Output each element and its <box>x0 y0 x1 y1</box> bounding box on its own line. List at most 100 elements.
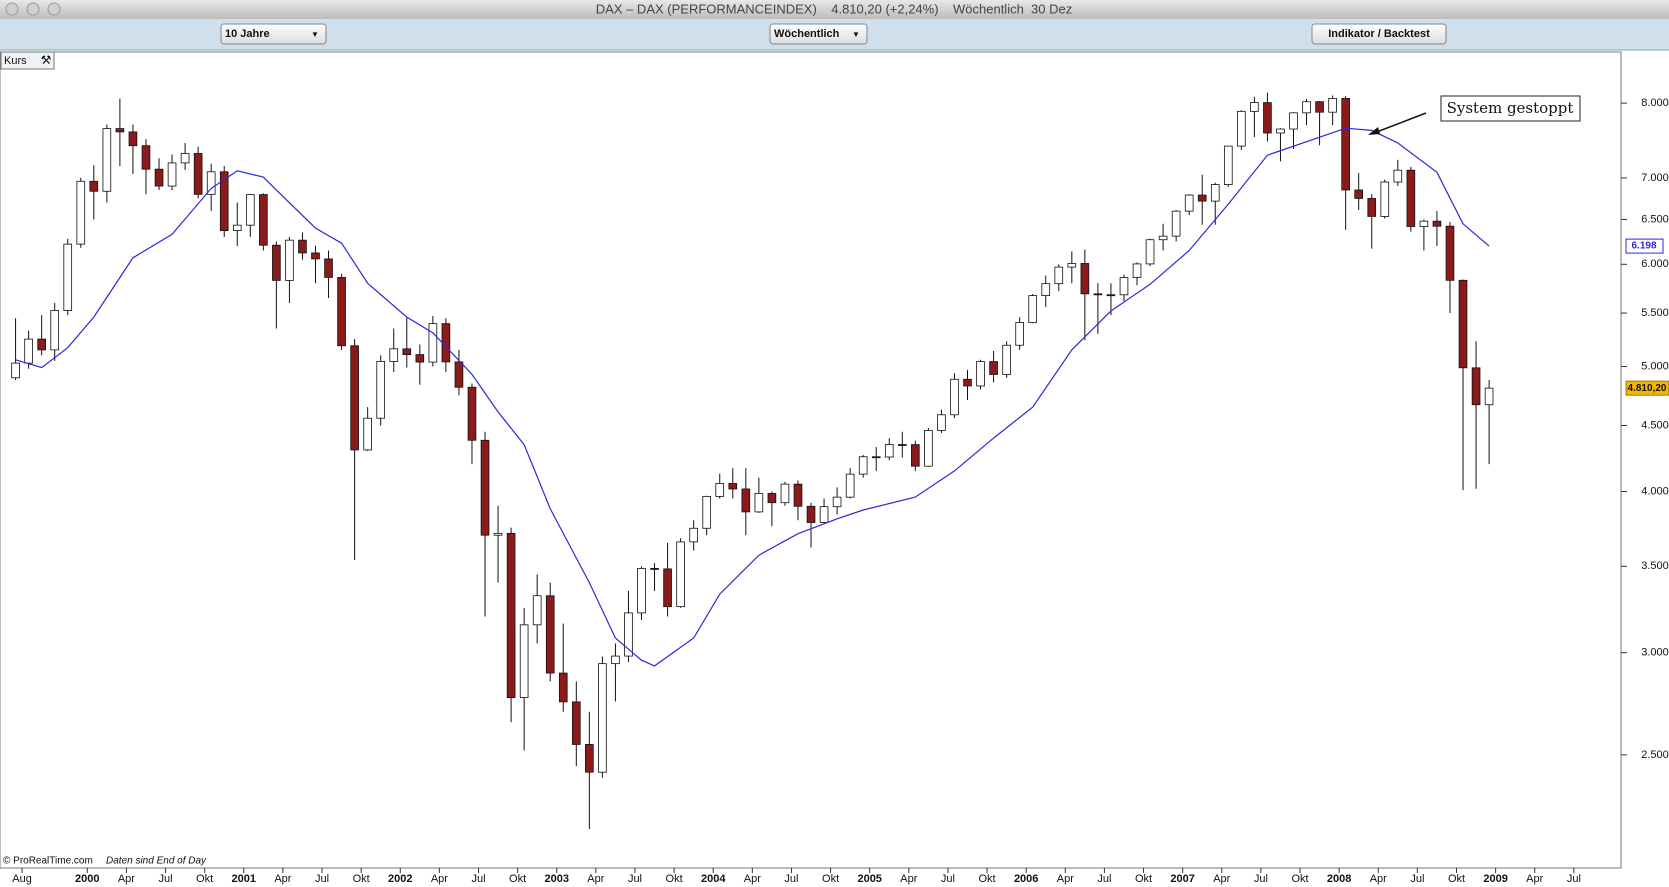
x-tick-label: Apr <box>118 873 135 885</box>
x-tick-label: Jul <box>784 873 798 885</box>
x-tick-label: 2008 <box>1327 873 1351 885</box>
candle-body <box>76 180 86 245</box>
candle-body <box>1432 220 1442 227</box>
period-dropdown[interactable] <box>220 23 327 45</box>
marks: 2.500 3.000 3.500 4.000 4.500 5.000 5.500 6.000… <box>11 92 1669 885</box>
candle-body <box>506 532 516 699</box>
x-tick-label: Okt <box>509 873 526 885</box>
x-tick-label: 2002 <box>388 873 412 885</box>
close-button[interactable] <box>5 2 19 16</box>
candle-body <box>415 354 425 363</box>
indicator-label: Indikator / Backtest <box>1328 28 1430 40</box>
candle-body <box>428 323 438 363</box>
x-tick-label: Jul <box>471 873 485 885</box>
x-tick-label: Okt <box>196 873 213 885</box>
x-tick-label: Apr <box>1526 873 1543 885</box>
x-tick-label: Jul <box>315 873 329 885</box>
x-tick-label: 2005 <box>857 873 881 885</box>
candle-body <box>1054 266 1064 285</box>
candle-body <box>1119 277 1129 296</box>
candle-body <box>845 473 855 498</box>
candle-body <box>1276 128 1285 134</box>
candle-body <box>219 171 229 231</box>
candle-body <box>1328 98 1337 113</box>
candle-body <box>1002 344 1011 375</box>
candle-body <box>115 128 125 133</box>
candle-body <box>637 568 646 614</box>
dropdown-arrow: ▼ <box>852 30 860 39</box>
candle-body <box>937 414 946 431</box>
candle-body <box>1484 387 1494 406</box>
arrow-head <box>1368 127 1380 135</box>
window-title: DAX – DAX (PERFORMANCEINDEX) 4.810,20 (+… <box>596 1 1072 16</box>
candle-body <box>1106 294 1116 297</box>
candle-body <box>1302 101 1311 114</box>
x-tick-label: 2000 <box>75 873 99 885</box>
panel-tab[interactable] <box>0 51 55 70</box>
x-tick-label: Okt <box>822 873 839 885</box>
candle-body <box>1171 210 1181 237</box>
candle-body <box>1223 145 1233 185</box>
candle-body <box>911 444 920 467</box>
moving-average-line <box>15 127 1490 667</box>
x-tick-label: Apr <box>274 873 291 885</box>
candle-body <box>1289 112 1298 130</box>
candle-body <box>206 171 216 195</box>
candle-body <box>285 239 294 281</box>
candle-body <box>832 496 842 508</box>
period-label: 10 Jahre <box>225 28 270 40</box>
candle-body <box>767 493 777 504</box>
candle-body <box>871 456 881 459</box>
candle-body <box>950 378 959 416</box>
copyright: © ProRealTime.com <box>3 856 93 867</box>
annotation-text: System gestoppt <box>1447 99 1574 117</box>
candle-body <box>193 153 203 195</box>
candle-body <box>728 483 738 490</box>
candle-body <box>611 655 620 665</box>
x-tick-label: Apr <box>587 873 604 885</box>
zoom-button[interactable] <box>47 2 61 16</box>
candle-body <box>663 568 672 608</box>
candle-body <box>11 362 20 379</box>
candle-body <box>376 361 386 419</box>
candle-body <box>989 361 998 375</box>
interval-dropdown[interactable] <box>769 23 868 45</box>
minimize-button[interactable] <box>26 2 40 16</box>
candle-body <box>1315 101 1324 113</box>
candle-body <box>571 701 581 745</box>
indicator-button[interactable] <box>1311 23 1447 45</box>
candle-body <box>441 323 451 363</box>
candle-body <box>884 444 894 458</box>
candle-body <box>259 194 268 246</box>
candle-body <box>493 532 503 536</box>
candle-body <box>180 153 190 164</box>
y-tick-label: 5.000 <box>1641 360 1669 372</box>
candle-body <box>311 252 320 260</box>
candle-body <box>1341 98 1350 191</box>
candle-body <box>1132 263 1142 278</box>
y-tick-label: 4.500 <box>1641 419 1669 431</box>
candle-body <box>402 348 412 355</box>
interval-label: Wöchentlich <box>774 28 840 40</box>
x-tick-label: Okt <box>1448 873 1465 885</box>
candle-body <box>689 527 698 543</box>
x-tick-label: Okt <box>1135 873 1152 885</box>
candle-body <box>1367 198 1377 217</box>
candle-body <box>806 505 816 523</box>
candle-body <box>858 456 868 475</box>
y-tick-label: 4.000 <box>1641 485 1669 497</box>
x-tick-label: Jul <box>159 873 173 885</box>
candle-body <box>272 244 281 281</box>
y-tick-label: 5.500 <box>1641 307 1669 319</box>
x-tick-label: Okt <box>353 873 370 885</box>
candle-body <box>24 338 33 364</box>
annotation-box <box>1440 95 1581 122</box>
candle-body <box>1145 239 1155 265</box>
candle-body <box>389 348 399 362</box>
data-note: Daten sind End of Day <box>106 856 207 867</box>
x-tick-label: 2009 <box>1483 873 1507 885</box>
candle-body <box>532 595 542 626</box>
wrench-icon[interactable]: ⚒ <box>41 53 52 67</box>
